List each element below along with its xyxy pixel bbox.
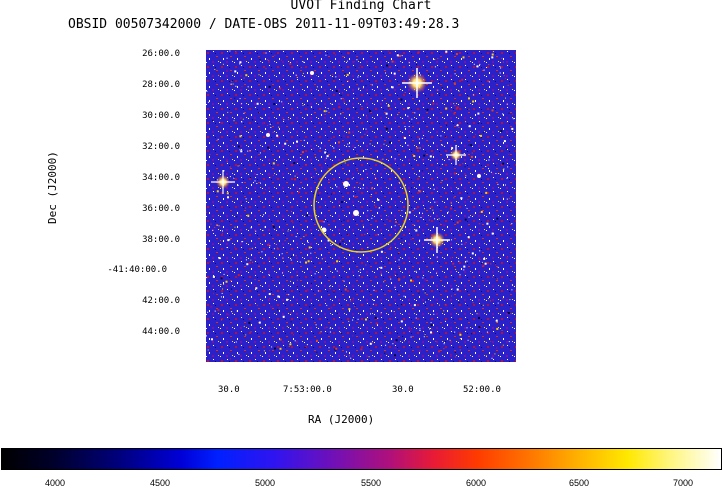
- colorbar: [1, 448, 722, 470]
- colorbar-tick-label: 6500: [568, 478, 590, 488]
- star: [266, 71, 481, 233]
- chart-subtitle: OBSID 00507342000 / DATE-OBS 2011-11-09T…: [68, 17, 460, 32]
- target-region-circle: [313, 157, 409, 253]
- dec-tick-label: 28:00.0: [142, 80, 180, 90]
- sky-noise: [206, 50, 514, 360]
- dec-tick-label: 34:00.0: [142, 173, 180, 183]
- dec-tick-label: -41:40:00.0: [107, 265, 167, 275]
- dec-tick-label: 44:00.0: [142, 327, 180, 337]
- ra-tick-label: 30.0: [392, 385, 414, 395]
- bright-star: [446, 145, 466, 165]
- chart-title: UVOT Finding Chart: [290, 0, 432, 13]
- ra-tick-label: 7:53:00.0: [283, 385, 332, 395]
- colorbar-tick-label: 5500: [360, 478, 382, 488]
- sky-background: [206, 50, 516, 362]
- dec-tick-label: 26:00.0: [142, 49, 180, 59]
- sky-image: [206, 50, 516, 362]
- colorbar-tick-label: 4000: [44, 478, 66, 488]
- ra-axis-label: RA (J2000): [308, 413, 375, 426]
- colorbar-tick-label: 6000: [465, 478, 487, 488]
- bright-star: [402, 68, 432, 98]
- ra-tick-label: 52:00.0: [463, 385, 501, 395]
- colorbar-tick-label: 4500: [149, 478, 171, 488]
- dec-axis-label: Dec (J2000): [46, 151, 59, 224]
- bright-star: [211, 170, 235, 194]
- ra-tick-label: 30.0: [218, 385, 240, 395]
- dec-tick-label: 38:00.0: [142, 235, 180, 245]
- dec-tick-label: 36:00.0: [142, 204, 180, 214]
- colorbar-tick-label: 7000: [672, 478, 694, 488]
- dec-tick-label: 30:00.0: [142, 111, 180, 121]
- bright-star: [424, 227, 450, 253]
- dec-tick-label: 32:00.0: [142, 142, 180, 152]
- colorbar-tick-label: 5000: [254, 478, 276, 488]
- dec-tick-label: 42:00.0: [142, 296, 180, 306]
